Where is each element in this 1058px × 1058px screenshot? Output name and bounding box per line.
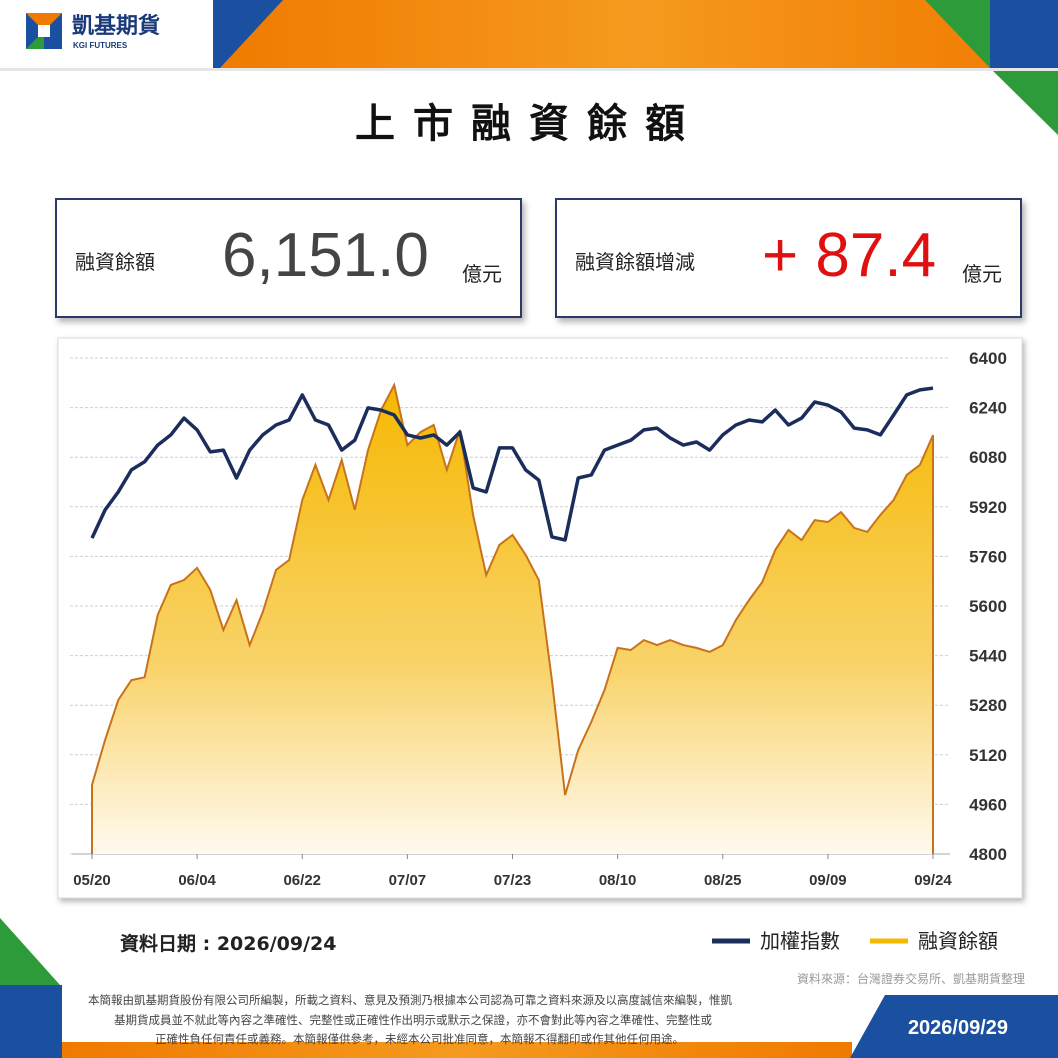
- y-tick-label: 4800: [969, 845, 1007, 864]
- y-tick-label: 6400: [969, 349, 1007, 368]
- divider: [0, 68, 1058, 71]
- bottom-blue: [0, 985, 62, 1058]
- top-green-right: [990, 68, 1058, 135]
- card-unit: 億元: [462, 262, 502, 286]
- card-value: 6,151.0: [222, 221, 429, 290]
- top-band: [213, 0, 1058, 68]
- x-tick-label: 09/09: [809, 872, 847, 889]
- title: 上市融資餘額: [355, 101, 703, 147]
- y-tick-label: 4960: [969, 795, 1007, 814]
- brand: 凱基期貨: [72, 13, 160, 39]
- card-value: + 87.4: [762, 221, 937, 290]
- card-unit: 億元: [962, 262, 1002, 286]
- x-tick-label: 06/04: [178, 872, 216, 889]
- card-label: 融資餘額: [75, 250, 155, 274]
- legend-label: 加權指數: [760, 929, 840, 953]
- x-tick-label: 09/24: [914, 872, 952, 889]
- logo-orange: [26, 13, 62, 31]
- card-label: 融資餘額增減: [575, 250, 695, 274]
- card: 融資餘額 6,151.0 億元: [55, 198, 522, 318]
- date-box: [850, 995, 1058, 1058]
- y-tick-label: 5920: [969, 498, 1007, 517]
- top-green: [925, 0, 990, 68]
- y-tick-label: 6080: [969, 448, 1007, 467]
- x-tick-label: 06/22: [283, 872, 321, 889]
- top-blue: [213, 0, 283, 68]
- bottom-green: [0, 918, 60, 985]
- y-tick-label: 5760: [969, 547, 1007, 566]
- legend-label: 融資餘額: [918, 929, 998, 953]
- x-tick-label: 07/07: [389, 872, 427, 889]
- x-tick-label: 08/25: [704, 872, 742, 889]
- logo-center: [38, 25, 50, 37]
- x-tick-label: 07/23: [494, 872, 532, 889]
- brand-en: KGI FUTURES: [73, 41, 128, 50]
- x-tick-label: 08/10: [599, 872, 637, 889]
- x-tick-label: 05/20: [73, 872, 111, 889]
- top-blue-right: [990, 0, 1058, 68]
- y-tick-label: 5440: [969, 647, 1007, 666]
- card: 融資餘額增減 + 87.4 億元: [555, 198, 1022, 318]
- bottom-band: [62, 1042, 852, 1058]
- y-tick-label: 6240: [969, 399, 1007, 418]
- line: [90, 386, 934, 542]
- y-tick-label: 5280: [969, 696, 1007, 715]
- y-tick-label: 5120: [969, 746, 1007, 765]
- area-line: [91, 382, 934, 854]
- y-tick-label: 5600: [969, 597, 1007, 616]
